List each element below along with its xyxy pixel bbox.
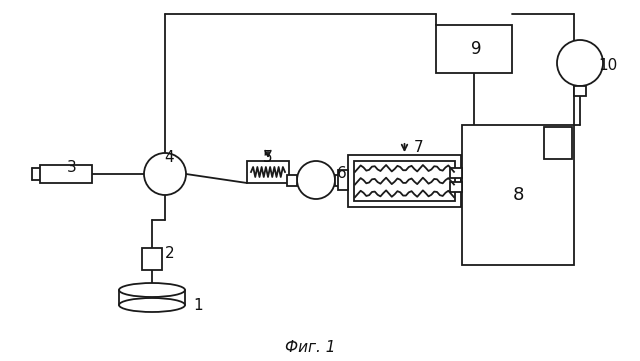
Text: 5: 5 — [263, 149, 273, 165]
Bar — [40, 165, 92, 183]
Text: 9: 9 — [471, 40, 481, 58]
Circle shape — [557, 40, 603, 86]
Bar — [335, 175, 345, 186]
Text: 4: 4 — [164, 149, 174, 165]
Text: Фиг. 1: Фиг. 1 — [285, 339, 335, 355]
Text: 1: 1 — [193, 297, 203, 313]
Ellipse shape — [119, 283, 185, 297]
Text: 10: 10 — [598, 57, 618, 73]
Bar — [450, 182, 462, 192]
Text: 8: 8 — [512, 186, 524, 204]
Bar — [462, 125, 574, 265]
Text: 3: 3 — [67, 161, 77, 175]
Bar — [461, 170, 471, 190]
Bar — [436, 25, 512, 73]
Text: 2: 2 — [165, 245, 175, 261]
Bar — [354, 161, 455, 201]
Circle shape — [144, 153, 186, 195]
Bar — [142, 248, 162, 270]
Ellipse shape — [119, 298, 185, 312]
Bar — [338, 170, 348, 190]
Circle shape — [297, 161, 335, 199]
Bar — [247, 161, 289, 183]
Bar — [348, 155, 461, 207]
Bar — [450, 168, 462, 178]
Bar — [544, 127, 572, 159]
Text: 7: 7 — [413, 139, 423, 155]
Bar — [574, 86, 586, 96]
Text: 6: 6 — [337, 166, 347, 182]
Bar — [287, 175, 297, 186]
